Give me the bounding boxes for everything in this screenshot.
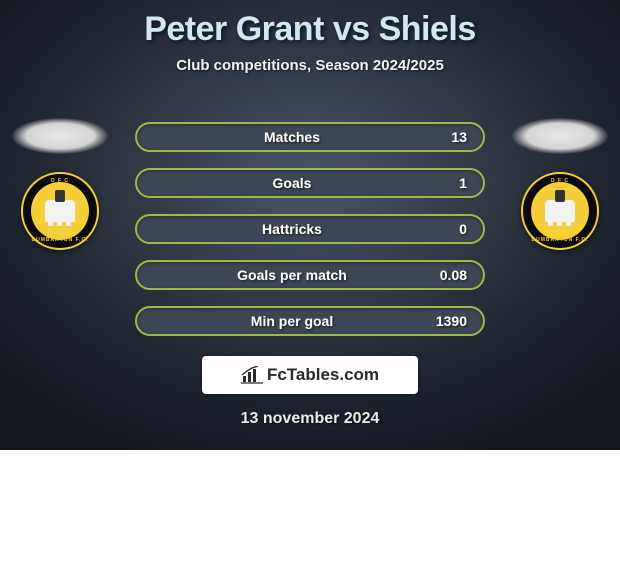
badge-text-bottom: DUMBARTON F.C. xyxy=(23,237,97,243)
player-left-avatar-placeholder xyxy=(12,118,108,154)
stat-label: Min per goal xyxy=(251,313,333,329)
player-right-avatar-placeholder xyxy=(512,118,608,154)
stat-value: 0.08 xyxy=(431,267,467,283)
brand-text: FcTables.com xyxy=(267,365,379,385)
footer-date: 13 november 2024 xyxy=(0,410,620,428)
stat-label: Goals per match xyxy=(237,267,347,283)
brand-link[interactable]: FcTables.com xyxy=(202,356,418,394)
stat-label: Goals xyxy=(273,175,312,191)
badge-inner xyxy=(531,182,589,240)
stat-value: 1390 xyxy=(431,313,467,329)
stat-label: Matches xyxy=(264,129,320,145)
badge-text-bottom: DUMBARTON F.C. xyxy=(523,237,597,243)
stats-list: Matches 13 Goals 1 Hattricks 0 Goals per… xyxy=(135,122,485,336)
badge-inner xyxy=(31,182,89,240)
comparison-card: Peter Grant vs Shiels Club competitions,… xyxy=(0,0,620,450)
player-right-club-badge: D F C DUMBARTON F.C. xyxy=(521,172,599,250)
stat-row: Goals per match 0.08 xyxy=(135,260,485,290)
player-right-column: D F C DUMBARTON F.C. xyxy=(510,118,610,250)
stat-row: Goals 1 xyxy=(135,168,485,198)
page-title: Peter Grant vs Shiels xyxy=(0,10,620,49)
player-left-club-badge: D F C DUMBARTON F.C. xyxy=(21,172,99,250)
stat-value: 0 xyxy=(431,221,467,237)
stat-row: Min per goal 1390 xyxy=(135,306,485,336)
elephant-icon xyxy=(45,200,75,222)
stat-value: 13 xyxy=(431,129,467,145)
stat-value: 1 xyxy=(431,175,467,191)
player-left-column: D F C DUMBARTON F.C. xyxy=(10,118,110,250)
stat-row: Matches 13 xyxy=(135,122,485,152)
page-subtitle: Club competitions, Season 2024/2025 xyxy=(0,57,620,74)
stat-row: Hattricks 0 xyxy=(135,214,485,244)
stat-label: Hattricks xyxy=(262,221,322,237)
elephant-icon xyxy=(545,200,575,222)
bar-chart-icon xyxy=(241,366,263,384)
